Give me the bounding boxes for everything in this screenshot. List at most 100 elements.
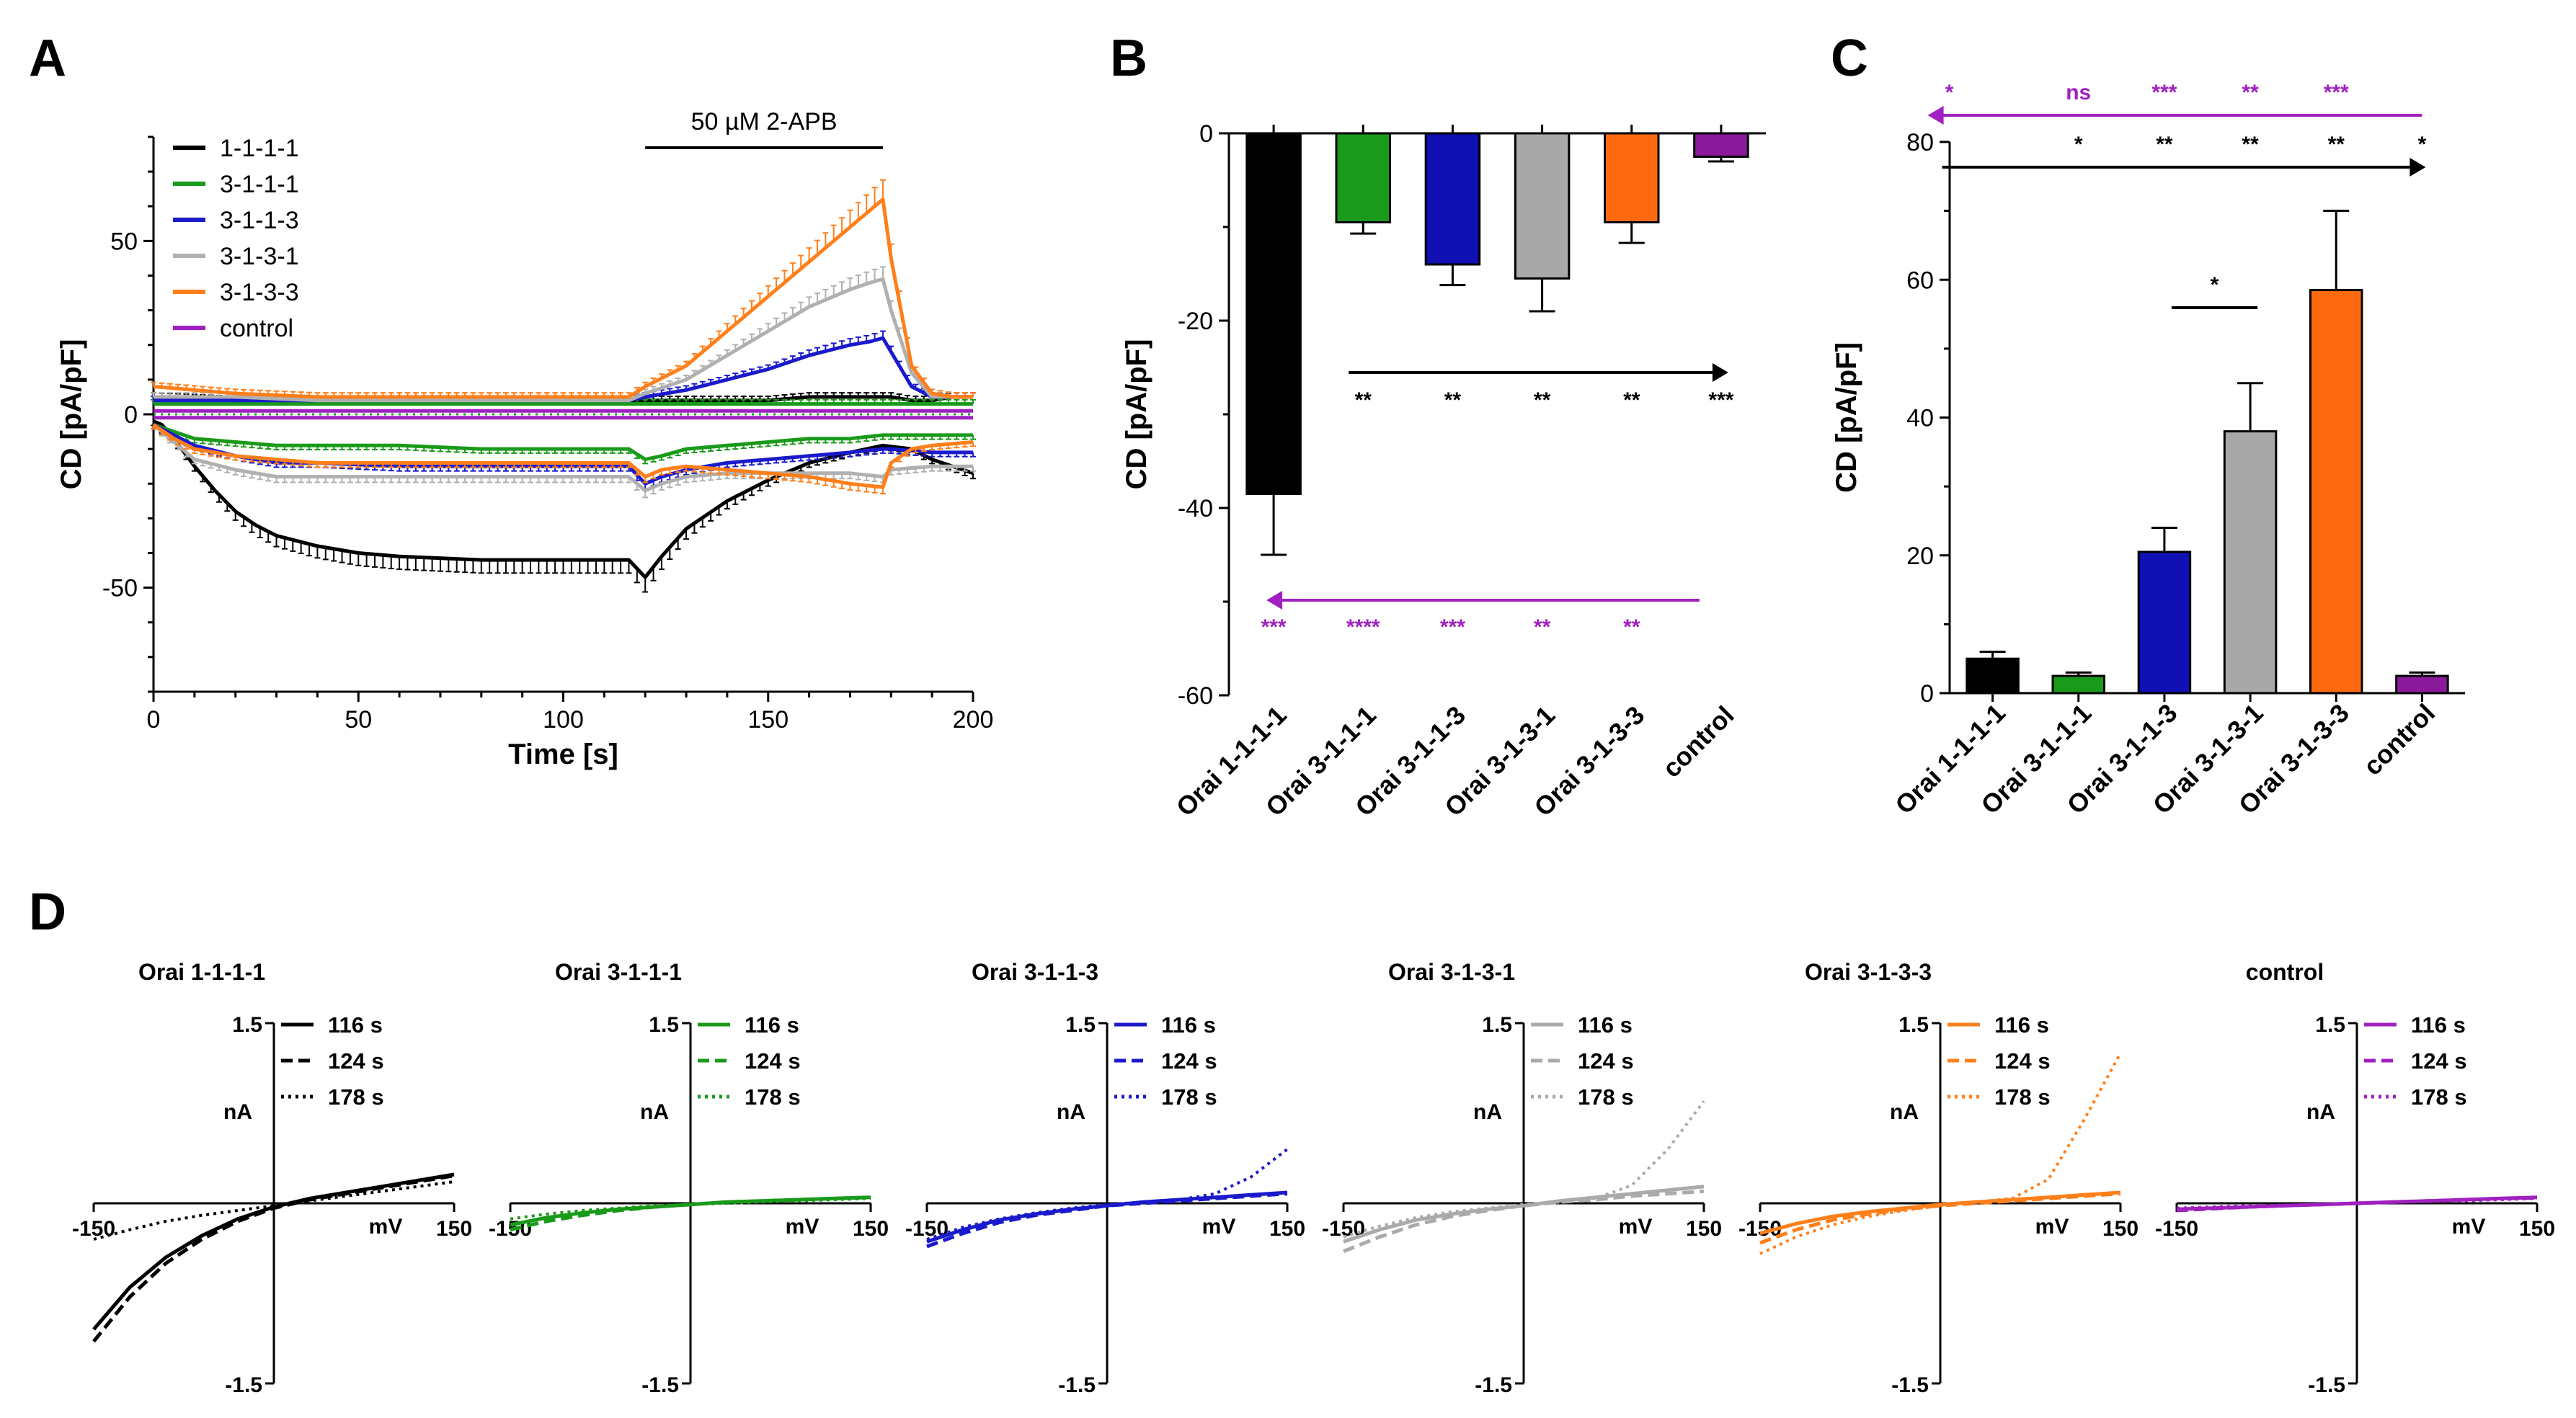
iv-x-tick-label: 150 xyxy=(2519,1217,2555,1241)
bar-orai-3-1-3-1 xyxy=(2223,430,2278,695)
purple-significance-marker: ns xyxy=(2066,81,2091,104)
bar-orai-3-1-1-1 xyxy=(1335,132,1391,223)
iv-y-axis-label: nA xyxy=(1890,1100,1919,1124)
iv-legend-label: 116 s xyxy=(328,1012,383,1038)
iv-x-tick-label: 150 xyxy=(2102,1217,2138,1241)
iv-x-axis-label: mV xyxy=(1619,1215,1653,1239)
panel-letter-b: B xyxy=(1110,30,1147,87)
iv-x-tick-label: 150 xyxy=(436,1217,472,1241)
iv-curve-s124 xyxy=(1759,1192,2121,1245)
black-significance-marker: ** xyxy=(2242,133,2259,156)
iv-legend-label: 124 s xyxy=(328,1048,384,1074)
iv-y-tick-label: -1.5 xyxy=(225,1373,262,1397)
iv-legend-label: 178 s xyxy=(2411,1084,2467,1110)
iv-plot-control: control 1.5 -1.5 nA -150 150 mV 116 s 124 s 178 s xyxy=(2155,959,2555,1397)
legend-label-3-1-3-3: 3-1-3-3 xyxy=(220,279,299,306)
bar-control xyxy=(1693,132,1749,158)
iv-legend-label: 178 s xyxy=(1161,1084,1217,1110)
black-arrow-head xyxy=(2410,158,2426,177)
stimulus-label: 50 µM 2-APB xyxy=(691,108,838,135)
iv-x-tick-label: 150 xyxy=(853,1217,889,1241)
purple-significance-marker: *** xyxy=(2151,81,2177,104)
iv-y-axis-label: nA xyxy=(1473,1100,1502,1124)
x-tick-label: 0 xyxy=(147,706,161,733)
black-significance-marker: ** xyxy=(1623,388,1640,412)
iv-y-axis-label: nA xyxy=(1057,1100,1085,1124)
legend-label-3-1-1-1: 3-1-1-1 xyxy=(220,171,299,198)
panel-letter-a: A xyxy=(29,30,66,87)
purple-arrow-head xyxy=(1266,591,1283,610)
iv-legend-label: 116 s xyxy=(1161,1012,1216,1038)
purple-significance-marker: ** xyxy=(1623,615,1640,639)
bar-orai-1-1-1-1 xyxy=(1966,657,2020,695)
y-tick-label: 40 xyxy=(1906,405,1934,432)
y-tick-label: 0 xyxy=(124,401,138,429)
iv-x-axis-label: mV xyxy=(369,1215,403,1239)
iv-plot-title: Orai 3-1-1-1 xyxy=(555,959,682,985)
iv-y-tick-label: 1.5 xyxy=(1898,1013,1929,1037)
purple-significance-marker: *** xyxy=(1261,615,1287,639)
iv-x-axis-label: mV xyxy=(786,1215,820,1239)
y-tick-label: 80 xyxy=(1906,129,1934,156)
purple-significance-marker: * xyxy=(1945,81,1954,104)
iv-legend-label: 116 s xyxy=(2411,1012,2466,1038)
iv-y-tick-label: -1.5 xyxy=(1475,1373,1512,1397)
iv-legend-label: 116 s xyxy=(745,1012,799,1038)
series-3-1-3-3-inward-line xyxy=(152,423,974,489)
purple-significance-marker: **** xyxy=(1346,615,1380,639)
panel-a-timecourse: -50 0 50 0 50 100 150 200 Time [s] CD [pA/pF] 50 µ… xyxy=(55,108,993,770)
x-tick-label: 150 xyxy=(747,706,789,733)
y-tick-label: -50 xyxy=(102,575,138,602)
legend-label-control: control xyxy=(220,315,293,342)
bar-orai-1-1-1-1 xyxy=(1245,132,1302,495)
panel-letter-c: C xyxy=(1831,30,1868,87)
iv-curve-s124 xyxy=(92,1174,455,1343)
iv-plot-orai-1-1-1-1: Orai 1-1-1-1 1.5 -1.5 nA -150 150 mV 116 s 124 s… xyxy=(72,959,472,1397)
x-tick-label: 100 xyxy=(543,706,584,733)
x-tick-label: 50 xyxy=(345,706,372,733)
iv-y-axis-label: nA xyxy=(640,1100,669,1124)
bar-orai-3-1-3-1 xyxy=(1514,132,1571,280)
iv-legend-label: 124 s xyxy=(1161,1048,1217,1074)
bar-orai-3-1-1-1 xyxy=(2051,674,2105,695)
bar-control xyxy=(2395,674,2449,695)
iv-curve-s178 xyxy=(510,1197,871,1221)
bar-orai-3-1-3-3 xyxy=(1604,132,1660,223)
iv-y-tick-label: 1.5 xyxy=(232,1013,262,1037)
iv-y-tick-label: -1.5 xyxy=(2308,1373,2345,1397)
bar-orai-3-1-1-3 xyxy=(2137,550,2192,695)
x-axis-label: Time [s] xyxy=(508,739,618,770)
black-significance-marker: ** xyxy=(1534,388,1551,412)
iv-legend-label: 178 s xyxy=(328,1084,384,1110)
category-label-control: control xyxy=(1656,700,1739,783)
iv-curve-s116 xyxy=(926,1190,1288,1244)
iv-y-tick-label: 1.5 xyxy=(1065,1013,1096,1037)
iv-x-tick-label: -150 xyxy=(72,1217,115,1241)
iv-y-axis-label: nA xyxy=(223,1100,252,1124)
legend-label-3-1-1-3: 3-1-1-3 xyxy=(220,207,299,234)
iv-x-axis-label: mV xyxy=(1202,1215,1236,1239)
iv-x-tick-label: -150 xyxy=(2155,1217,2198,1241)
iv-plot-title: Orai 1-1-1-1 xyxy=(138,959,265,985)
legend-label-1-1-1-1: 1-1-1-1 xyxy=(220,135,299,162)
purple-significance-marker: ** xyxy=(1534,615,1551,639)
y-tick-label: -60 xyxy=(1178,682,1213,710)
iv-plot-title: Orai 3-1-3-3 xyxy=(1805,959,1932,985)
iv-y-tick-label: -1.5 xyxy=(641,1373,679,1397)
iv-legend-label: 116 s xyxy=(1578,1012,1633,1038)
panel-letter-d: D xyxy=(29,883,66,941)
iv-curve-s178 xyxy=(1343,1100,1705,1239)
purple-significance-marker: ** xyxy=(2242,81,2259,104)
iv-legend-label: 124 s xyxy=(1994,1048,2051,1074)
pair-significance-marker: * xyxy=(2211,273,2219,297)
y-tick-label: -20 xyxy=(1178,308,1213,335)
iv-x-tick-label: 150 xyxy=(1269,1217,1305,1241)
series-3-1-1-1-inward-line xyxy=(153,423,973,462)
iv-curve-s178 xyxy=(1759,1052,2122,1255)
panel-d-iv-curves: Orai 1-1-1-1 1.5 -1.5 nA -150 150 mV 116 s 124 s… xyxy=(72,959,2555,1397)
black-significance-marker: * xyxy=(2418,133,2427,156)
